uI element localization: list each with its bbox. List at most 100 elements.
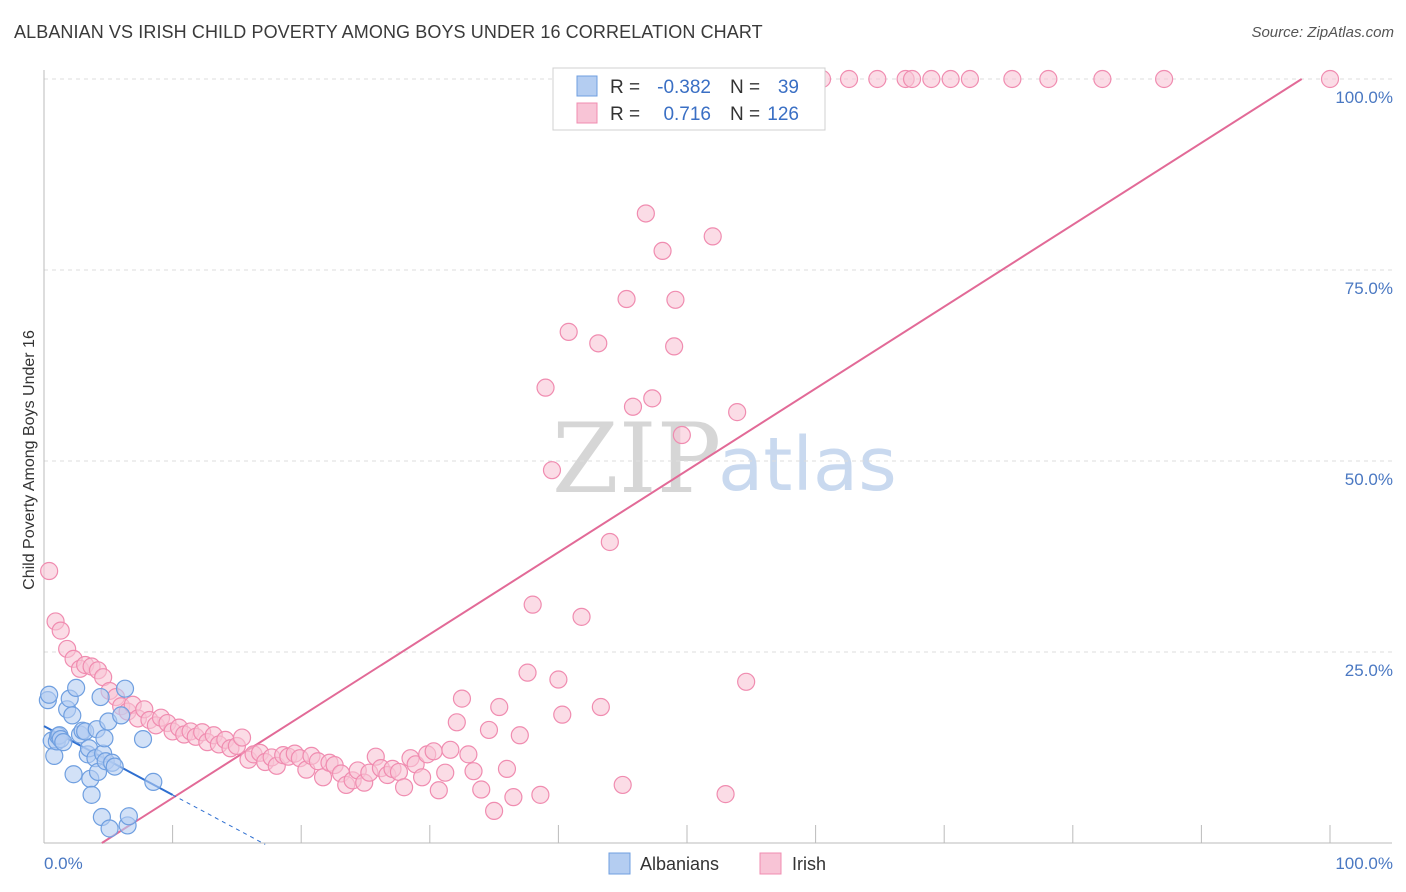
legend-n-label-irish: N = xyxy=(730,104,760,125)
irish-trend-line xyxy=(101,78,1303,844)
y-tick-label: 100.0% xyxy=(1335,88,1393,107)
y-tick-label: 25.0% xyxy=(1345,661,1393,680)
irish-point xyxy=(472,780,491,799)
bottom-legend-swatch-irish xyxy=(759,852,782,875)
irish-point xyxy=(424,742,443,761)
legend-n-value-albanians: 39 xyxy=(778,77,799,98)
irish-point xyxy=(839,69,859,89)
albanian-point xyxy=(40,685,59,704)
irish-point xyxy=(591,697,610,717)
irish-point xyxy=(497,759,517,778)
irish-point xyxy=(653,241,672,260)
y-axis-label: Child Poverty Among Boys Under 16 xyxy=(21,330,38,590)
irish-point xyxy=(412,768,432,787)
albanian-point xyxy=(133,729,153,749)
irish-point xyxy=(728,403,747,422)
irish-point xyxy=(452,689,472,708)
irish-point xyxy=(459,745,478,764)
irish-point xyxy=(623,397,643,416)
irish-point xyxy=(389,762,409,782)
irish-point xyxy=(941,69,960,89)
series-legend: Albanians Irish xyxy=(608,852,826,875)
irish-point xyxy=(600,532,619,552)
albanian-point xyxy=(100,819,119,838)
irish-point xyxy=(960,69,980,89)
irish-point xyxy=(523,595,542,614)
bottom-legend-label-irish: Irish xyxy=(792,854,826,874)
irish-point xyxy=(902,69,922,89)
irish-point xyxy=(394,778,414,797)
irish-point xyxy=(441,740,460,759)
gridlines xyxy=(44,78,1392,653)
irish-point xyxy=(922,69,941,89)
irish-point xyxy=(490,697,509,717)
legend-r-label-irish: R = xyxy=(610,104,640,125)
albanian-point xyxy=(67,678,86,698)
irish-point xyxy=(613,775,632,795)
irish-point xyxy=(436,763,455,782)
irish-point xyxy=(1155,69,1174,89)
y-tick-label: 50.0% xyxy=(1345,470,1393,489)
irish-point xyxy=(518,663,537,682)
x-tick-label: 100.0% xyxy=(1335,854,1393,873)
irish-point xyxy=(1003,69,1022,89)
irish-point xyxy=(559,322,578,341)
irish-point xyxy=(665,337,684,356)
irish-point xyxy=(40,561,59,581)
bottom-legend-swatch-albanians xyxy=(608,852,631,875)
albanian-point xyxy=(54,733,73,752)
irish-point xyxy=(485,801,504,821)
source-label: Source: ZipAtlas.com xyxy=(1251,24,1394,41)
albanian-point xyxy=(144,772,163,791)
irish-point xyxy=(542,461,562,480)
x-tick-label: 0.0% xyxy=(44,854,83,873)
legend-n-value-irish: 126 xyxy=(767,104,799,125)
irish-point xyxy=(479,720,499,740)
y-tick-label: 75.0% xyxy=(1345,279,1393,298)
irish-point xyxy=(1320,69,1340,89)
albanian-point xyxy=(95,729,114,748)
irish-point xyxy=(553,705,572,724)
chart-title: ALBANIAN VS IRISH CHILD POVERTY AMONG BO… xyxy=(14,22,763,42)
legend-swatch-irish xyxy=(576,102,598,124)
watermark-zip: ZIP xyxy=(552,403,721,515)
stats-legend: R = -0.382 N = 39 R = 0.716 N = 126 xyxy=(552,67,826,131)
irish-point xyxy=(1093,69,1112,89)
irish-point xyxy=(868,69,887,89)
albanian-point xyxy=(112,706,131,725)
albanian-point xyxy=(105,757,124,776)
albanian-point xyxy=(119,807,138,826)
albanian-point xyxy=(91,687,110,707)
legend-r-value-albanians: -0.382 xyxy=(657,77,711,98)
irish-point xyxy=(536,378,555,397)
albanian-point xyxy=(115,679,135,698)
legend-r-label-albanians: R = xyxy=(610,77,640,98)
albanian-point xyxy=(82,785,101,804)
albanian-trend-extension xyxy=(172,794,266,845)
irish-point xyxy=(464,762,483,781)
irish-point xyxy=(716,785,735,804)
irish-point xyxy=(589,334,608,353)
irish-point xyxy=(1039,69,1058,89)
irish-point xyxy=(666,290,685,309)
irish-point xyxy=(429,781,448,800)
irish-point xyxy=(617,289,636,309)
legend-r-value-irish: 0.716 xyxy=(663,104,711,125)
irish-point xyxy=(703,227,722,246)
watermark-atlas: atlas xyxy=(718,422,897,508)
irish-point xyxy=(504,788,523,807)
irish-point xyxy=(672,425,691,445)
irish-point xyxy=(51,621,70,640)
legend-n-label-albanians: N = xyxy=(730,77,760,98)
albanian-point xyxy=(63,706,82,725)
albanian-point xyxy=(64,765,83,784)
legend-swatch-albanians xyxy=(576,75,598,97)
data-points xyxy=(38,69,1340,838)
tick-labels: 25.0% 50.0% 75.0% 100.0% 0.0% 100.0% xyxy=(44,88,1393,873)
irish-point xyxy=(232,728,252,747)
irish-point xyxy=(549,670,568,689)
irish-point xyxy=(737,672,756,691)
irish-point xyxy=(531,785,550,804)
irish-point xyxy=(643,389,662,408)
